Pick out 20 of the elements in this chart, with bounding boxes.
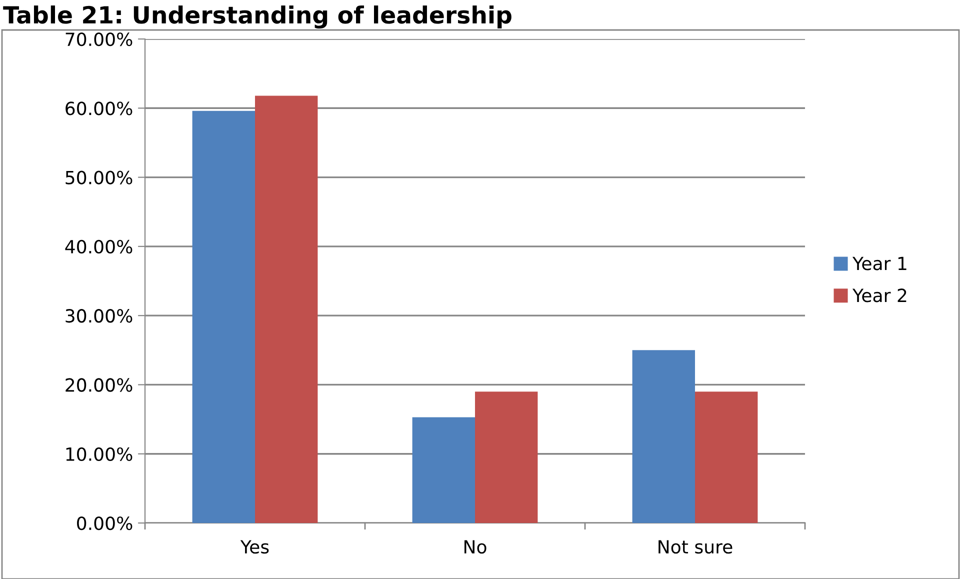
y-tick-label: 70.00% [66,32,132,46]
bar [475,392,538,523]
bar [255,96,318,523]
bar [412,417,475,523]
legend-label: Year 1 [852,256,906,270]
y-tick-label: 60.00% [66,102,132,116]
y-tick-label: 20.00% [66,378,132,392]
x-tick-label: Yes [240,540,269,554]
y-tick-label: 50.00% [66,170,132,184]
bar [695,392,758,523]
chart-title: Table 21: Understanding of leadership [3,5,512,29]
y-tick-label: 40.00% [65,240,132,254]
x-tick-label: Not sure [658,540,732,554]
y-tick-label: 10.00% [66,447,132,461]
x-tick-label: No [464,540,486,554]
y-tick-label: 0.00% [77,516,132,530]
y-tick-label: 30.00% [66,309,132,323]
legend-label: Year 2 [852,288,906,302]
bar [192,110,255,523]
bar [632,350,695,523]
